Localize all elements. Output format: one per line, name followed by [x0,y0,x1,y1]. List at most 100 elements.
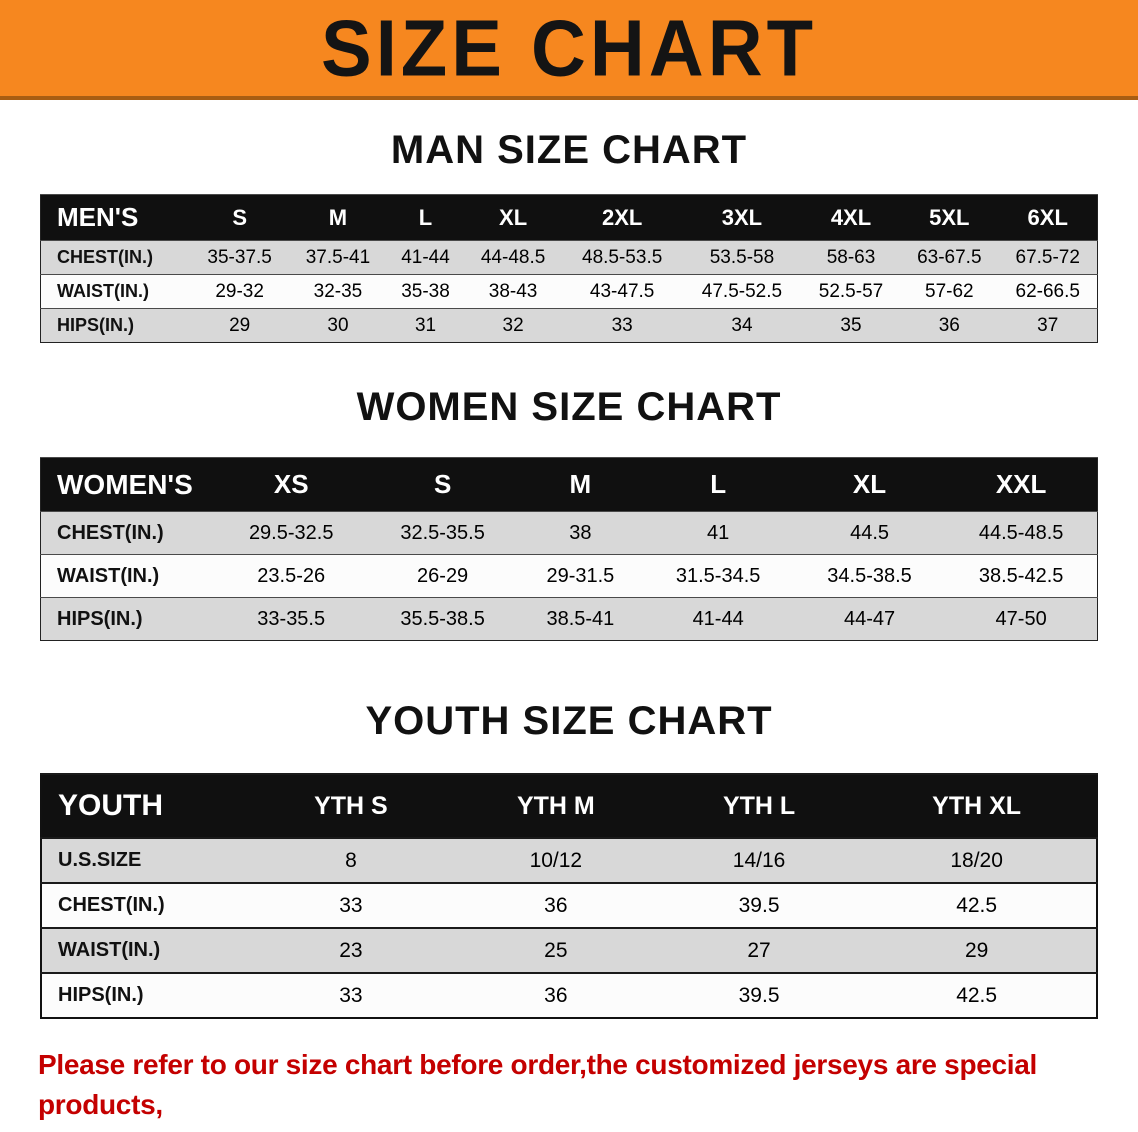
mens-size-column-header: XL [463,194,563,241]
womens-table-title: WOMEN'S [40,457,216,512]
youth-size-value-cell: 33 [251,882,451,928]
mens-size-value-cell: 31 [387,308,464,343]
mens-size-value-cell: 37 [998,308,1098,343]
mens-size-value-cell: 57-62 [900,274,999,309]
womens-size-value-cell: 47-50 [945,597,1098,641]
mens-size-value-cell: 36 [900,308,999,343]
youth-size-value-cell: 10/12 [450,837,661,883]
mens-row-label: CHEST(IN.) [40,240,191,275]
womens-size-value-cell: 35.5-38.5 [366,597,519,641]
youth-size-column-header: YTH S [251,773,451,838]
mens-size-column-header: 2XL [562,194,683,241]
youth-size-value-cell: 36 [450,882,661,928]
footer-note-line-1: Please refer to our size chart before or… [38,1049,1038,1120]
mens-size-value-cell: 48.5-53.5 [562,240,683,275]
mens-size-value-cell: 34 [682,308,802,343]
womens-size-value-cell: 44.5 [793,511,946,555]
womens-size-column-header: XXL [945,457,1098,512]
mens-size-column-header: 5XL [900,194,999,241]
youth-table-row: CHEST(IN.) 33 36 39.5 42.5 [41,882,1097,928]
mens-size-value-cell: 67.5-72 [998,240,1098,275]
womens-header-row: WOMEN'S XS S M L XL XXL [40,457,1098,512]
mens-size-column-header: M [288,194,388,241]
mens-size-column-header: L [387,194,464,241]
mens-size-value-cell: 37.5-41 [288,240,388,275]
womens-row-label: WAIST(IN.) [40,554,216,598]
youth-row-label: HIPS(IN.) [41,972,251,1018]
womens-size-value-cell: 33-35.5 [215,597,367,641]
men-size-section: MAN SIZE CHART MEN'S S M L XL 2XL 3XL 4XL 5XL 6XL… [0,126,1138,343]
womens-size-value-cell: 29-31.5 [518,554,643,598]
youth-size-value-cell: 39.5 [660,882,858,928]
youth-size-value-cell: 25 [450,927,661,973]
womens-size-value-cell: 44-47 [793,597,946,641]
womens-size-column-header: XL [793,457,946,512]
mens-header-row: MEN'S S M L XL 2XL 3XL 4XL 5XL 6XL [40,194,1098,241]
youth-size-section: YOUTH SIZE CHART YOUTH YTH S YTH M YTH L YTH… [0,697,1138,1019]
mens-size-column-header: 3XL [682,194,802,241]
youth-size-value-cell: 42.5 [857,972,1097,1018]
youth-table-row: WAIST(IN.) 23 25 27 29 [41,927,1097,973]
womens-table-row: CHEST(IN.) 29.5-32.5 32.5-35.5 38 41 44.5 44.5… [40,511,1098,555]
mens-table-row: CHEST(IN.) 35-37.5 37.5-41 41-44 44-48.5 48.5… [40,240,1098,275]
women-section-heading: WOMEN SIZE CHART [356,385,782,429]
mens-row-label: WAIST(IN.) [40,274,191,309]
mens-size-value-cell: 29 [190,308,289,343]
mens-size-value-cell: 58-63 [801,240,901,275]
mens-size-value-cell: 32 [463,308,563,343]
mens-size-value-cell: 43-47.5 [562,274,683,309]
youth-size-value-cell: 18/20 [857,837,1097,883]
mens-table-row: HIPS(IN.) 29 30 31 32 33 34 35 36 37 [40,308,1098,343]
banner-title: SIZE CHART [321,3,817,93]
womens-size-value-cell: 32.5-35.5 [366,511,519,555]
youth-size-value-cell: 36 [450,972,661,1018]
youth-row-label: U.S.SIZE [41,837,251,883]
mens-table-title: MEN'S [40,194,191,241]
womens-size-column-header: M [518,457,643,512]
youth-size-value-cell: 23 [251,927,451,973]
men-size-table: MEN'S S M L XL 2XL 3XL 4XL 5XL 6XL CHEST(IN.) 35-37… [40,194,1098,343]
mens-size-value-cell: 29-32 [190,274,289,309]
womens-size-value-cell: 34.5-38.5 [793,554,946,598]
women-size-section: WOMEN SIZE CHART WOMEN'S XS S M L XL XXL CHEST(… [0,383,1138,641]
youth-row-label: CHEST(IN.) [41,882,251,928]
youth-table-row: HIPS(IN.) 33 36 39.5 42.5 [41,972,1097,1018]
womens-row-label: CHEST(IN.) [40,511,216,555]
mens-size-value-cell: 47.5-52.5 [682,274,802,309]
youth-size-value-cell: 14/16 [660,837,858,883]
youth-size-value-cell: 27 [660,927,858,973]
mens-size-column-header: 4XL [801,194,901,241]
mens-size-value-cell: 53.5-58 [682,240,802,275]
mens-table-row: WAIST(IN.) 29-32 32-35 35-38 38-43 43-47.5 47.… [40,274,1098,309]
youth-section-heading: YOUTH SIZE CHART [365,699,773,743]
youth-table-row: U.S.SIZE 8 10/12 14/16 18/20 [41,837,1097,883]
womens-size-value-cell: 23.5-26 [215,554,367,598]
youth-size-value-cell: 42.5 [857,882,1097,928]
mens-size-value-cell: 35-37.5 [190,240,289,275]
youth-table-title: YOUTH [41,773,251,838]
youth-size-column-header: YTH M [450,773,661,838]
men-section-heading: MAN SIZE CHART [390,128,748,172]
youth-size-value-cell: 33 [251,972,451,1018]
womens-size-value-cell: 41-44 [642,597,794,641]
mens-size-column-header: 6XL [998,194,1098,241]
youth-row-label: WAIST(IN.) [41,927,251,973]
mens-size-value-cell: 35-38 [387,274,464,309]
womens-size-value-cell: 44.5-48.5 [945,511,1098,555]
mens-size-value-cell: 41-44 [387,240,464,275]
womens-size-value-cell: 26-29 [366,554,519,598]
womens-size-column-header: S [366,457,519,512]
womens-size-value-cell: 29.5-32.5 [215,511,367,555]
youth-size-value-cell: 39.5 [660,972,858,1018]
womens-row-label: HIPS(IN.) [40,597,216,641]
mens-size-value-cell: 32-35 [288,274,388,309]
mens-size-value-cell: 44-48.5 [463,240,563,275]
footer-note: Please refer to our size chart before or… [38,1045,1100,1132]
mens-size-value-cell: 52.5-57 [801,274,901,309]
mens-size-value-cell: 33 [562,308,683,343]
womens-size-column-header: XS [215,457,367,512]
size-chart-banner: SIZE CHART [0,0,1138,100]
womens-size-column-header: L [642,457,794,512]
womens-size-value-cell: 31.5-34.5 [642,554,794,598]
womens-size-value-cell: 38.5-42.5 [945,554,1098,598]
